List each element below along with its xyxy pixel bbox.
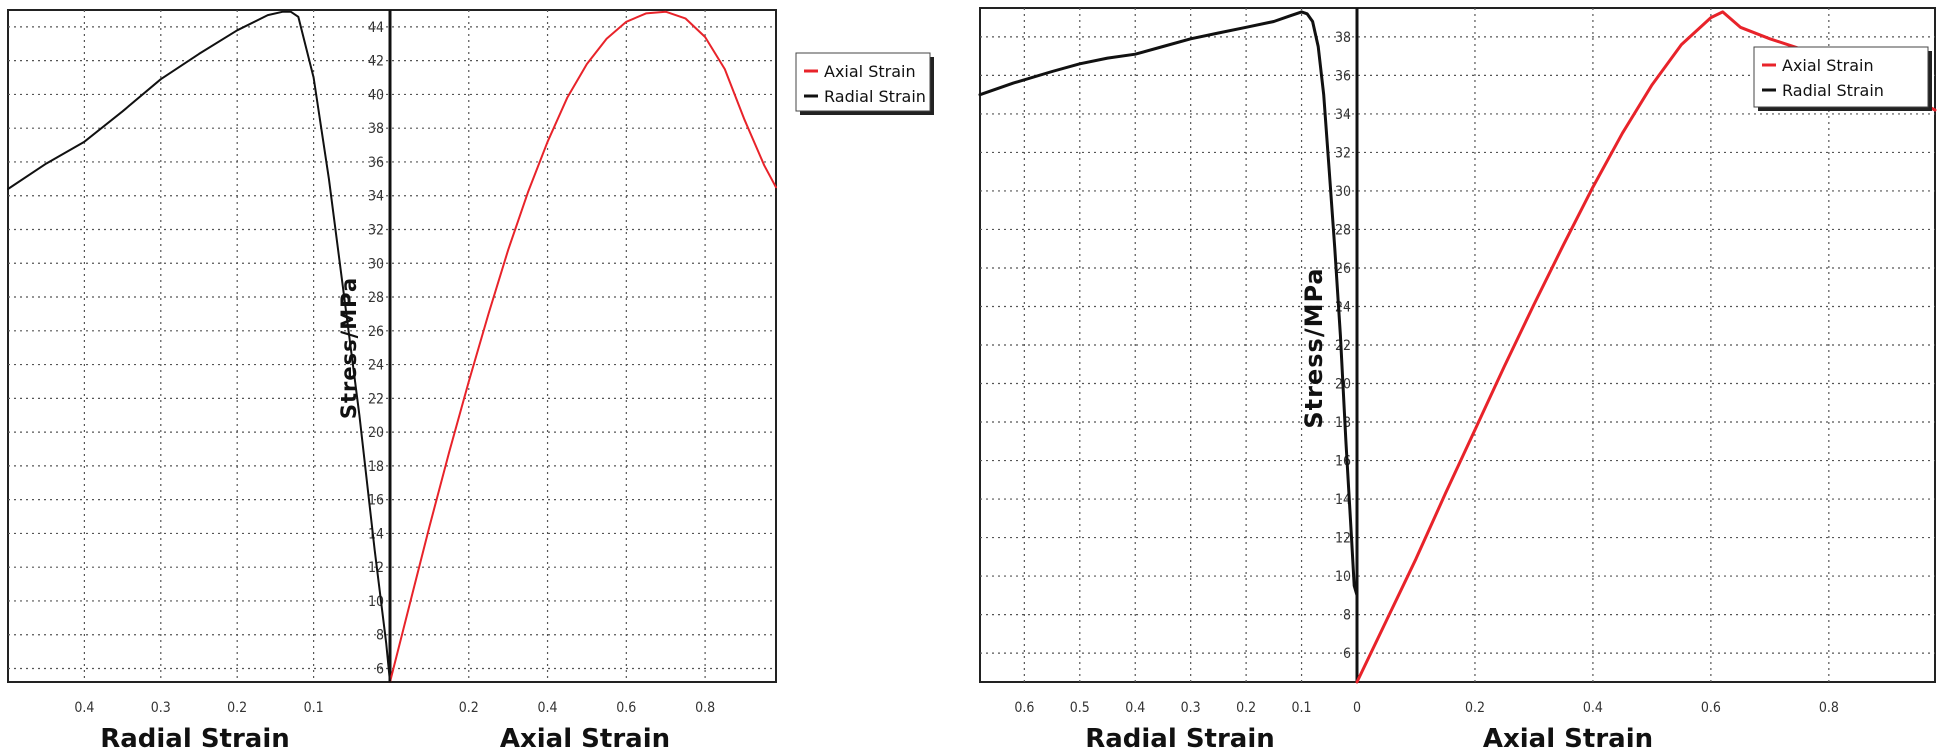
- plot-frame: [7, 9, 777, 683]
- y-tick-label: 14: [1335, 492, 1351, 508]
- y-tick-label: 40: [368, 87, 384, 103]
- y-tick-label: 24: [368, 358, 384, 374]
- y-tick-label: 32: [368, 222, 384, 238]
- y-tick-label: 30: [1335, 184, 1351, 200]
- legend-label-radial: Radial Strain: [824, 87, 926, 106]
- x-axis-title-radial: Radial Strain: [100, 724, 290, 754]
- y-tick-label: 44: [368, 20, 384, 36]
- series-radial-strain-line: [7, 10, 391, 683]
- y-tick-label: 22: [1335, 338, 1351, 354]
- x-tick-label-radial: 0.4: [74, 700, 94, 716]
- y-tick-label: 30: [368, 256, 384, 272]
- y-tick-label: 20: [368, 425, 384, 441]
- chart-left: 681012141618202224262830323436384042440.…: [7, 9, 934, 754]
- x-tick-label-radial: 0.2: [227, 700, 247, 716]
- y-tick-label: 18: [1335, 415, 1351, 431]
- legend: Axial Strain Radial Strain: [1753, 46, 1932, 111]
- y-tick-label: 14: [368, 526, 384, 542]
- y-tick-label: 18: [368, 459, 384, 475]
- x-tick-label-axial: 0.4: [1583, 700, 1603, 716]
- y-tick-label: 12: [1335, 531, 1351, 547]
- y-tick-label: 36: [368, 155, 384, 171]
- y-tick-label: 26: [1335, 261, 1351, 277]
- x-tick-label-axial: 0.2: [459, 700, 479, 716]
- x-tick-label-radial: 0.2: [1236, 700, 1256, 716]
- x-tick-label-radial: 0.5: [1070, 700, 1090, 716]
- y-tick-label: 34: [368, 189, 384, 205]
- y-tick-label: 10: [1335, 569, 1351, 585]
- y-tick-label: 26: [368, 324, 384, 340]
- x-tick-label-radial: 0.1: [1292, 700, 1312, 716]
- y-tick-label: 6: [1343, 646, 1351, 662]
- x-tick-label-axial: 0.2: [1465, 700, 1485, 716]
- y-tick-label: 22: [368, 391, 384, 407]
- x-tick-label-radial: 0.3: [151, 700, 171, 716]
- legend-label-axial: Axial Strain: [824, 62, 916, 81]
- y-tick-label: 42: [368, 54, 384, 70]
- y-tick-label: 32: [1335, 145, 1351, 161]
- y-axis-title: Stress/MPa: [337, 277, 361, 419]
- legend-label-radial: Radial Strain: [1782, 81, 1884, 100]
- plot-frame: [979, 7, 1936, 683]
- x-tick-label-axial: 0.6: [1701, 700, 1721, 716]
- y-tick-label: 8: [1343, 608, 1351, 624]
- x-tick-label-radial: 0.3: [1181, 700, 1201, 716]
- x-tick-label-axial: 0.8: [695, 700, 715, 716]
- x-tick-label-radial: 0.4: [1125, 700, 1145, 716]
- x-tick-label-axial: 0.6: [616, 700, 636, 716]
- y-tick-label: 38: [368, 121, 384, 137]
- y-tick-label: 38: [1335, 30, 1351, 46]
- y-tick-label: 8: [376, 628, 384, 644]
- y-tick-label: 28: [1335, 222, 1351, 238]
- x-tick-label-radial: 0.1: [304, 700, 324, 716]
- x-tick-label-radial: 0: [1353, 700, 1361, 716]
- y-tick-label: 36: [1335, 68, 1351, 84]
- x-tick-label-axial: 0.4: [538, 700, 558, 716]
- y-tick-label: 6: [376, 661, 384, 677]
- x-axis-title-radial: Radial Strain: [1085, 724, 1275, 754]
- y-tick-label: 16: [368, 493, 384, 509]
- x-axis-title-axial: Axial Strain: [1483, 724, 1653, 754]
- series-axial-strain-line: [389, 10, 777, 683]
- x-tick-label-radial: 0.6: [1014, 700, 1034, 716]
- legend-label-axial: Axial Strain: [1782, 56, 1874, 75]
- legend-box: [1753, 46, 1929, 108]
- x-tick-label-axial: 0.8: [1819, 700, 1839, 716]
- legend: Axial Strain Radial Strain: [795, 52, 934, 115]
- y-tick-label: 34: [1335, 107, 1351, 123]
- y-tick-label: 28: [368, 290, 384, 306]
- x-axis-title-axial: Axial Strain: [500, 724, 670, 754]
- y-axis-title: Stress/MPa: [1300, 267, 1328, 428]
- series-radial-strain-line: [978, 10, 1359, 597]
- legend-box: [795, 52, 931, 112]
